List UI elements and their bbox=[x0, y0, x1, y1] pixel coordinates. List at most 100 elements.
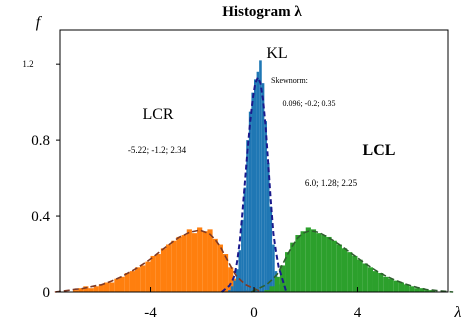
fit-curves bbox=[54, 75, 454, 293]
kl-fit-curve bbox=[221, 75, 288, 293]
lcl-bar bbox=[300, 231, 306, 292]
lcl-bar bbox=[383, 276, 389, 292]
kl-bar bbox=[235, 269, 239, 292]
lcl-bar bbox=[414, 288, 420, 292]
kl-bar bbox=[243, 187, 247, 292]
kl-bar bbox=[230, 286, 234, 292]
histogram-bars bbox=[72, 60, 436, 293]
kl-bar bbox=[241, 219, 244, 292]
lcl-bar bbox=[331, 240, 337, 292]
lcl-bar bbox=[321, 235, 327, 292]
lcr-params: -5.22; -1.2; 2.34 bbox=[128, 145, 187, 155]
lcl-bar bbox=[326, 236, 332, 292]
lcr-bar bbox=[124, 273, 130, 292]
lcr-bar bbox=[207, 229, 213, 292]
lcl-bar bbox=[429, 290, 436, 292]
x-axis-label: λ bbox=[454, 304, 462, 321]
kl-label: KL bbox=[266, 45, 287, 62]
y-tick-label: 0.4 bbox=[31, 209, 50, 225]
lcl-bar bbox=[341, 248, 348, 292]
axes: 0 0.4 0.8 1.2 -4 0 4 bbox=[22, 29, 449, 321]
lcl-bar bbox=[347, 252, 353, 292]
lcl-bar bbox=[290, 242, 296, 292]
kl-bar bbox=[233, 280, 236, 292]
lcr-bar bbox=[191, 233, 198, 292]
lcl-bar bbox=[310, 229, 317, 292]
kl-bar bbox=[248, 111, 252, 292]
lcr-bar bbox=[228, 267, 234, 292]
lcr-bar bbox=[181, 235, 187, 292]
lcl-bar bbox=[378, 273, 384, 292]
lcl-bar bbox=[285, 252, 291, 292]
lcl-bar bbox=[404, 284, 410, 292]
lcr-bar bbox=[222, 254, 229, 292]
kl-params: 0.096; -0.2; 0.35 bbox=[282, 99, 335, 108]
lcr-bar bbox=[114, 278, 120, 292]
lcr-histogram bbox=[72, 227, 249, 292]
kl-bar bbox=[269, 206, 273, 292]
lcr-bar bbox=[119, 276, 125, 292]
lcr-bar bbox=[135, 267, 141, 292]
lcr-bar bbox=[212, 238, 218, 292]
kl-bar bbox=[266, 162, 270, 292]
lcl-bar bbox=[305, 227, 311, 292]
lcl-bar bbox=[367, 267, 373, 292]
lcl-histogram bbox=[264, 227, 436, 292]
lcr-bar bbox=[197, 227, 203, 292]
lcr-bar bbox=[166, 244, 172, 292]
lcl-bar bbox=[274, 276, 280, 292]
lcl-bar bbox=[362, 263, 368, 292]
y-tick-label: 0 bbox=[43, 285, 51, 301]
lcr-label: LCR bbox=[142, 106, 173, 123]
lcr-bar bbox=[72, 290, 79, 292]
lcr-bar bbox=[160, 248, 167, 292]
lcl-bar bbox=[269, 286, 275, 292]
lcr-bar bbox=[98, 284, 104, 292]
lcl-bar bbox=[336, 244, 342, 292]
lcr-bar bbox=[155, 254, 161, 292]
kl-bar bbox=[256, 71, 260, 293]
lcr-bar bbox=[109, 282, 115, 292]
lcl-bar bbox=[393, 280, 399, 292]
lcl-params: 6.0; 1.28; 2.25 bbox=[305, 178, 358, 188]
kl-bar bbox=[272, 244, 275, 292]
lcr-bar bbox=[171, 240, 177, 292]
kl-bar bbox=[264, 121, 267, 292]
kl-bar bbox=[259, 60, 262, 292]
x-tick-label: -4 bbox=[144, 305, 157, 321]
lcl-bar bbox=[316, 233, 322, 292]
y-tick-label: 0.8 bbox=[31, 133, 50, 149]
lcr-bar bbox=[78, 288, 84, 292]
skewnorm-label: Skewnorm: bbox=[271, 76, 308, 85]
lcl-bar bbox=[352, 255, 358, 292]
chart-title: Histogram λ bbox=[222, 4, 302, 20]
lcr-bar bbox=[103, 282, 110, 292]
lcl-bar bbox=[372, 271, 379, 292]
kl-bar bbox=[251, 92, 254, 293]
lcr-bar bbox=[186, 229, 192, 292]
x-tick-label: 4 bbox=[354, 305, 362, 321]
lcl-label: LCL bbox=[363, 142, 396, 159]
lcr-fit-curve bbox=[54, 229, 263, 293]
lcl-bar bbox=[357, 259, 363, 292]
lcr-bar bbox=[129, 271, 136, 292]
lcr-bar bbox=[202, 231, 208, 292]
lcr-bar bbox=[217, 244, 223, 292]
kl-bar bbox=[254, 79, 257, 292]
lcl-bar bbox=[388, 278, 394, 292]
lcr-bar bbox=[140, 265, 146, 292]
x-tick-label: 0 bbox=[250, 305, 258, 321]
kl-bar bbox=[246, 140, 249, 292]
y-axis-label: f bbox=[36, 14, 43, 31]
lcl-fit-curve bbox=[251, 230, 454, 293]
lcl-bar bbox=[424, 290, 430, 292]
kl-bar bbox=[228, 290, 231, 292]
lcr-bar bbox=[150, 255, 156, 292]
lcl-bar bbox=[398, 282, 405, 292]
lcr-bar bbox=[176, 236, 182, 292]
lcl-bar bbox=[264, 290, 270, 292]
kl-bar bbox=[238, 250, 242, 292]
lcr-bar bbox=[145, 261, 151, 292]
lcl-bar bbox=[295, 235, 301, 292]
